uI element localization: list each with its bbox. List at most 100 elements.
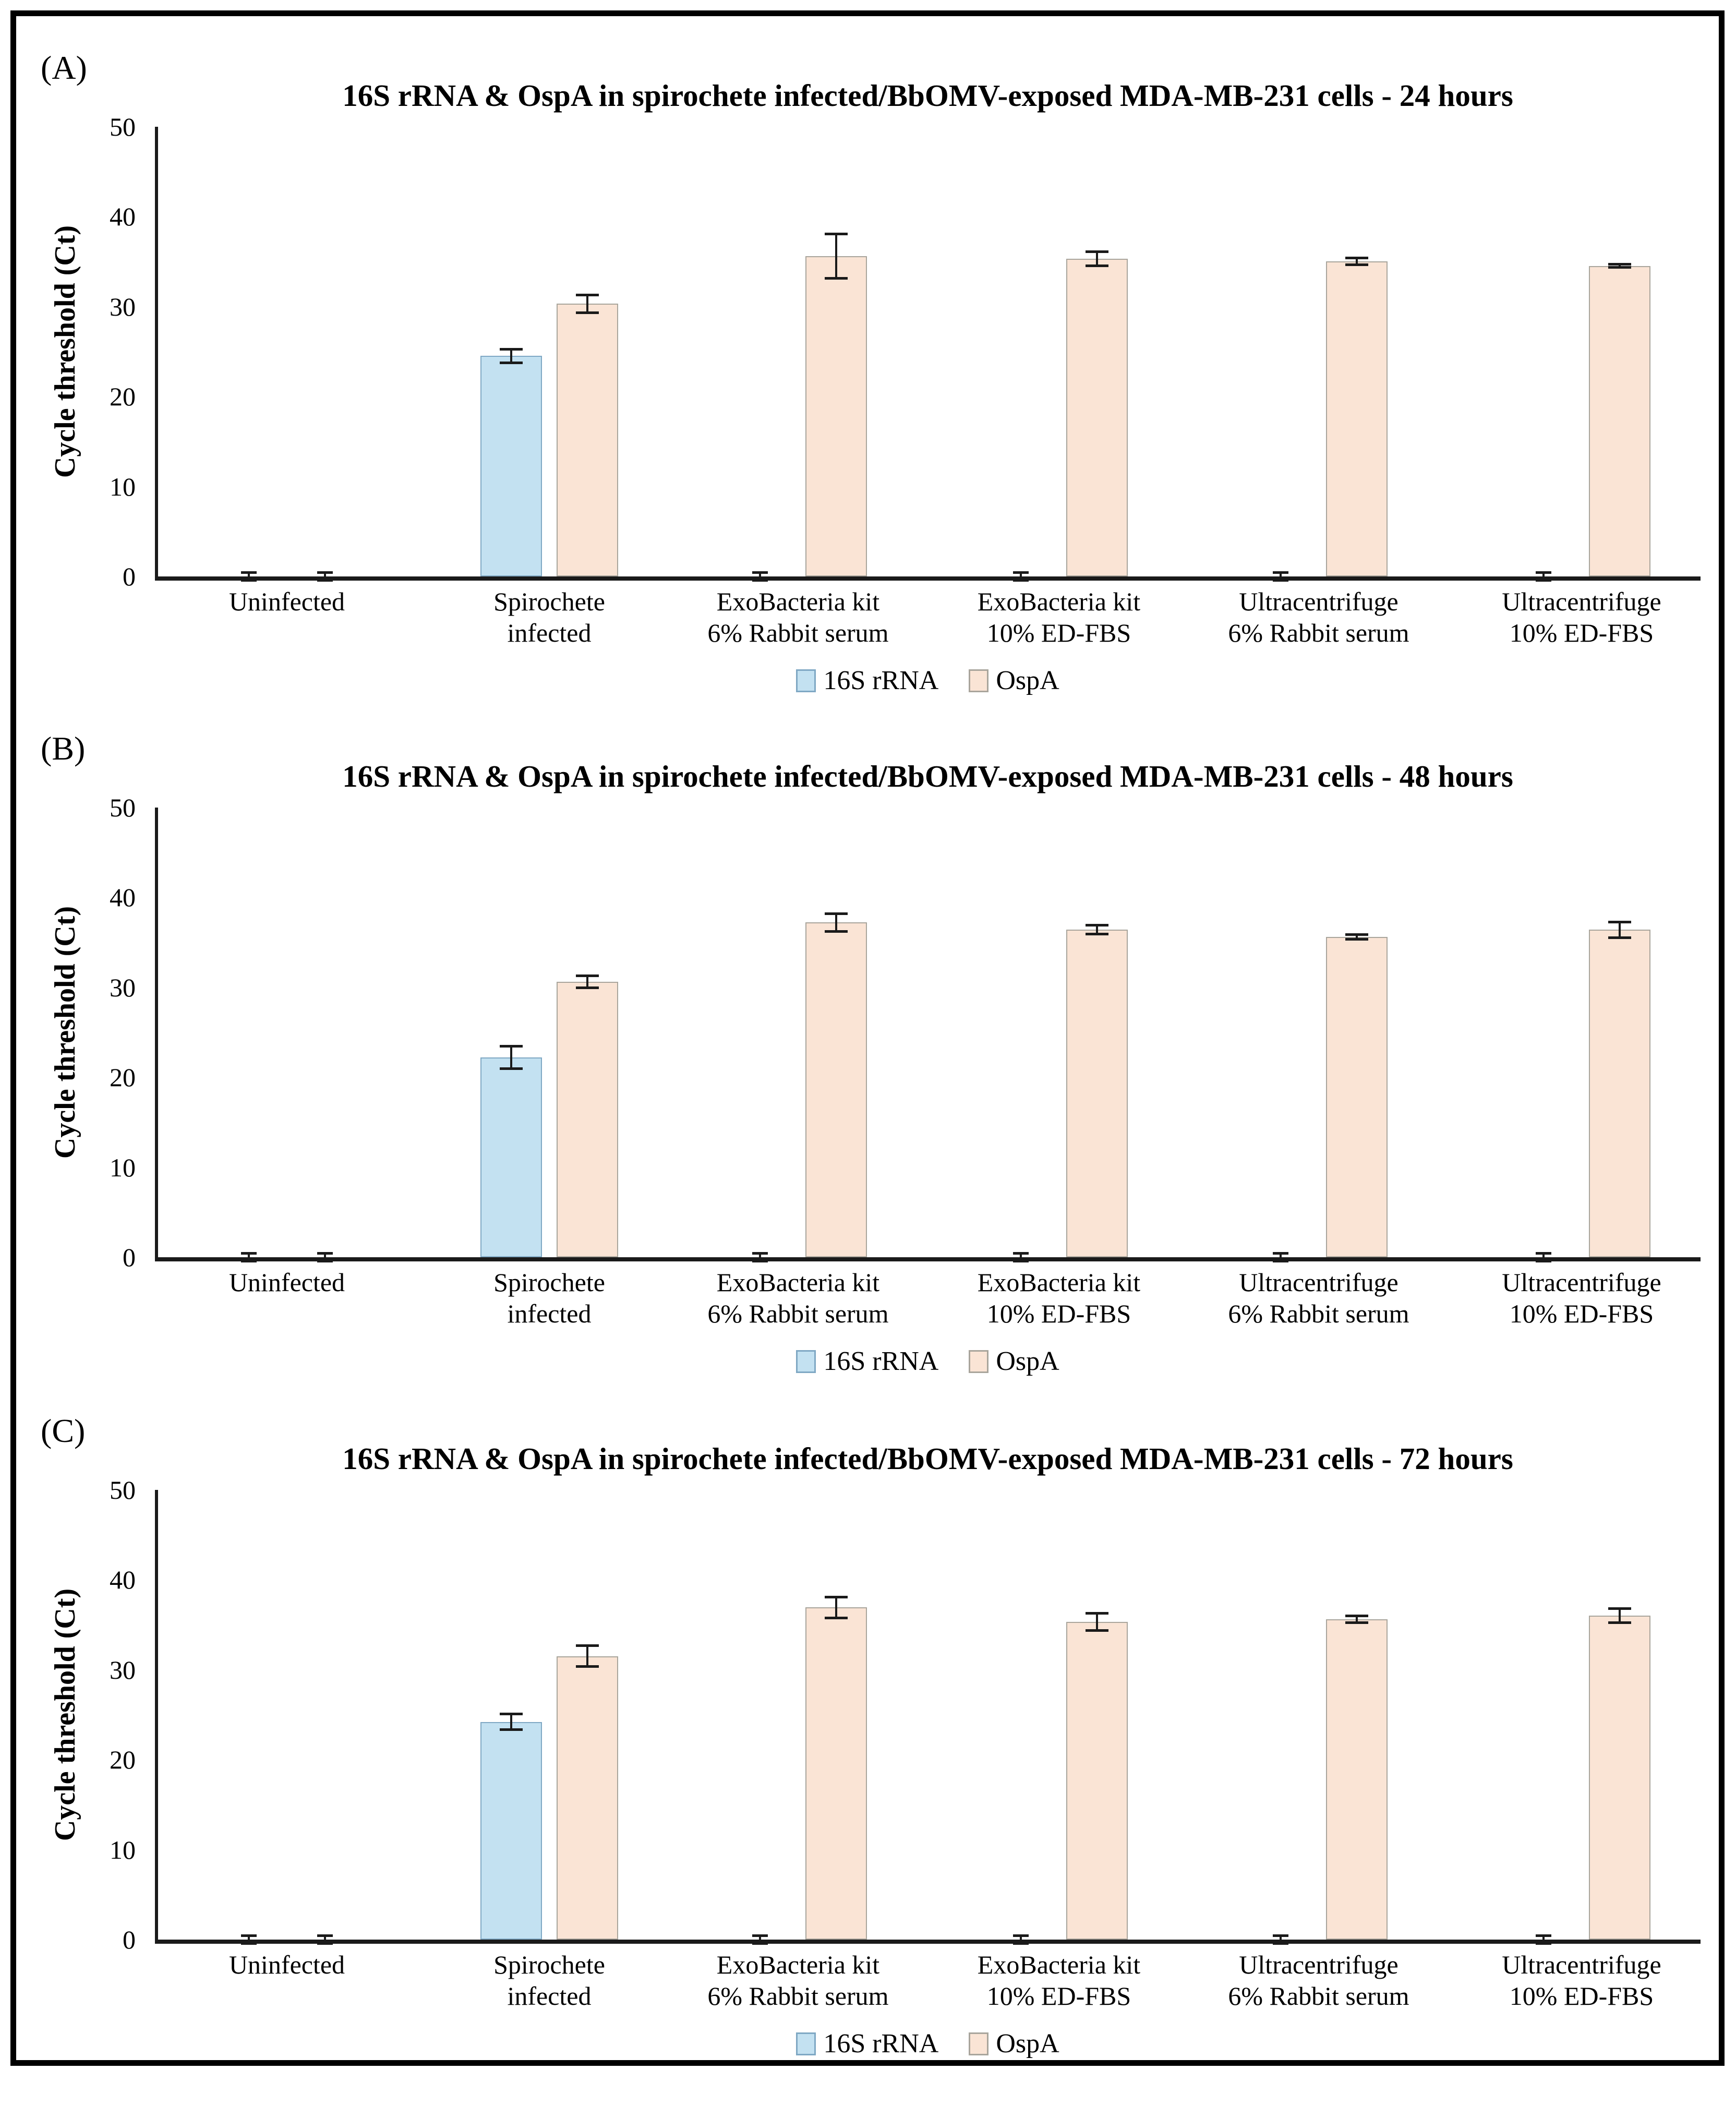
chart-title-a: 16S rRNA & OspA in spirochete infected/B… bbox=[342, 78, 1513, 113]
error-bar-cap-bottom bbox=[825, 930, 848, 933]
error-bar-line bbox=[835, 233, 837, 279]
error-bar-line bbox=[324, 1253, 326, 1261]
bar-ospa bbox=[1589, 930, 1650, 1257]
error-bar-line bbox=[510, 1045, 512, 1069]
error-bar-line bbox=[510, 1714, 512, 1730]
error-bar-cap-bottom bbox=[1086, 1629, 1108, 1632]
error-bar-cap-bottom bbox=[500, 1067, 523, 1070]
y-tick-label: 50 bbox=[110, 792, 136, 822]
error-bar-cap-bottom bbox=[1013, 579, 1029, 582]
bar-16s-rrna bbox=[480, 1057, 542, 1257]
error-bar-line bbox=[1356, 1616, 1358, 1623]
bar-ospa bbox=[1589, 1616, 1650, 1940]
legend-item-16s-rrna: 16S rRNA bbox=[796, 666, 938, 695]
y-tick-label: 30 bbox=[110, 972, 136, 1002]
error-bar-cap-top bbox=[752, 1252, 768, 1255]
error-bar-line bbox=[1096, 925, 1098, 934]
chart-title-b: 16S rRNA & OspA in spirochete infected/B… bbox=[342, 759, 1513, 793]
error-bar-cap-top bbox=[317, 1934, 333, 1937]
bar-ospa bbox=[1066, 259, 1128, 576]
error-bar-line bbox=[1020, 1935, 1022, 1944]
error-bar-cap-top bbox=[1536, 571, 1551, 574]
error-bar-cap-bottom bbox=[576, 986, 599, 990]
x-category-label: Ultracentrifuge bbox=[1239, 1950, 1399, 1979]
error-bar-cap-bottom bbox=[752, 1942, 768, 1945]
error-bar-cap-top bbox=[317, 571, 333, 574]
legend: 16S rRNA OspA bbox=[667, 2029, 1189, 2059]
error-bar-cap-top bbox=[1345, 933, 1368, 936]
y-axis-title: Cycle threshold (Ct) bbox=[49, 1588, 81, 1842]
error-bar-cap-top bbox=[752, 1934, 768, 1937]
y-tick-label: 50 bbox=[110, 112, 136, 141]
error-bar-cap-bottom bbox=[1273, 579, 1288, 582]
error-bar-cap-top bbox=[825, 912, 848, 916]
error-bar-line bbox=[248, 572, 250, 581]
x-category-label: ExoBacteria kit bbox=[977, 1950, 1141, 1979]
y-axis bbox=[155, 127, 158, 581]
y-axis bbox=[155, 808, 158, 1261]
x-category-label: 10% ED-FBS bbox=[1509, 618, 1654, 647]
error-bar-cap-bottom bbox=[1086, 264, 1108, 267]
error-bar-cap-bottom bbox=[1345, 1621, 1368, 1624]
error-bar-cap-top bbox=[1345, 1615, 1368, 1617]
error-bar-line bbox=[1619, 921, 1621, 938]
x-category-label: Ultracentrifuge bbox=[1502, 587, 1661, 616]
error-bar-cap-bottom bbox=[1345, 938, 1368, 941]
legend: 16S rRNA OspA bbox=[667, 1347, 1189, 1376]
error-bar-cap-bottom bbox=[576, 1665, 599, 1668]
x-category-label: infected bbox=[507, 618, 592, 647]
error-bar-cap-bottom bbox=[1608, 266, 1631, 269]
bar-ospa bbox=[805, 256, 867, 576]
error-bar-cap-top bbox=[1536, 1252, 1551, 1255]
error-bar-line bbox=[510, 348, 512, 364]
error-bar-cap-top bbox=[1273, 1934, 1288, 1937]
legend-item-ospa: OspA bbox=[969, 2029, 1059, 2059]
legend-swatch-16s-rrna bbox=[796, 2032, 816, 2055]
bar-ospa bbox=[1326, 1619, 1388, 1940]
error-bar-cap-bottom bbox=[752, 579, 768, 582]
y-axis bbox=[155, 1490, 158, 1944]
error-bar-line bbox=[1280, 1253, 1282, 1261]
error-bar-cap-bottom bbox=[1536, 579, 1551, 582]
y-tick-label: 10 bbox=[110, 1152, 136, 1182]
legend-item-16s-rrna: 16S rRNA bbox=[796, 1347, 938, 1376]
error-bar-cap-top bbox=[825, 1595, 848, 1598]
legend-swatch-16s-rrna bbox=[796, 1350, 816, 1373]
x-category-label: Ultracentrifuge bbox=[1502, 1268, 1661, 1297]
x-category-label: 6% Rabbit serum bbox=[1228, 1299, 1409, 1328]
x-category-label: 10% ED-FBS bbox=[986, 618, 1131, 647]
x-category-label: Ultracentrifuge bbox=[1239, 587, 1399, 616]
x-category-label: infected bbox=[507, 1299, 592, 1328]
bar-16s-rrna bbox=[480, 1722, 542, 1940]
error-bar-cap-bottom bbox=[317, 1942, 333, 1945]
error-bar-cap-top bbox=[1273, 571, 1288, 574]
bar-ospa bbox=[1326, 936, 1388, 1257]
x-category-label: Ultracentrifuge bbox=[1502, 1950, 1661, 1979]
bar-16s-rrna bbox=[480, 356, 542, 576]
legend-swatch-ospa bbox=[969, 2032, 989, 2055]
error-bar-cap-bottom bbox=[317, 579, 333, 582]
error-bar-cap-top bbox=[576, 294, 599, 297]
figure-border bbox=[10, 10, 1725, 2066]
y-tick-label: 10 bbox=[110, 1835, 136, 1864]
error-bar-cap-top bbox=[241, 1252, 257, 1255]
legend-label-16s-rrna: 16S rRNA bbox=[823, 1346, 939, 1376]
x-category-label: Spirochete bbox=[493, 1950, 605, 1979]
error-bar-cap-top bbox=[1086, 1611, 1108, 1615]
error-bar-line bbox=[324, 572, 326, 581]
error-bar-cap-top bbox=[1013, 1252, 1029, 1255]
x-category-label: Spirochete bbox=[493, 1268, 605, 1297]
error-bar-cap-bottom bbox=[241, 1259, 257, 1262]
error-bar-cap-bottom bbox=[825, 1617, 848, 1620]
error-bar-line bbox=[1096, 251, 1098, 266]
error-bar-cap-top bbox=[1608, 1607, 1631, 1610]
error-bar-cap-top bbox=[1013, 571, 1029, 574]
error-bar-cap-bottom bbox=[1608, 936, 1631, 939]
error-bar-line bbox=[1542, 1253, 1545, 1261]
legend-swatch-16s-rrna bbox=[796, 669, 816, 692]
error-bar-cap-bottom bbox=[1608, 1621, 1631, 1624]
error-bar-cap-bottom bbox=[752, 1259, 768, 1262]
error-bar-cap-top bbox=[752, 571, 768, 574]
x-category-label: ExoBacteria kit bbox=[716, 1268, 880, 1297]
